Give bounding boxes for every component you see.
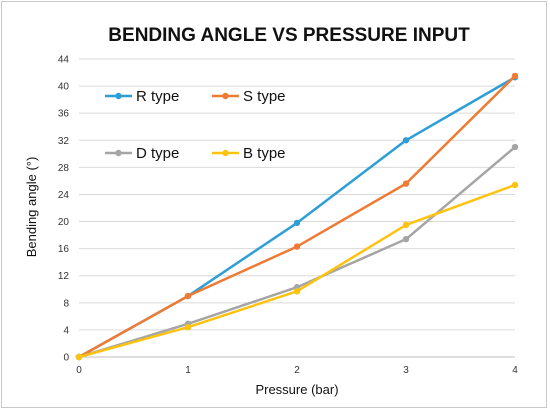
x-axis-label: Pressure (bar) (255, 382, 338, 397)
y-tick-label: 28 (58, 163, 70, 174)
data-point-d-type (402, 235, 410, 243)
x-tick-label: 1 (185, 365, 191, 376)
series-line-b-type (77, 183, 517, 359)
series-line-d-type (77, 145, 517, 359)
legend-marker-r-type (115, 92, 122, 100)
y-tick-labels: 0 4 8 12 16 20 24 28 32 36 40 44 (58, 55, 70, 364)
x-tick-label: 2 (294, 365, 300, 376)
data-point-s-type (293, 243, 301, 250)
y-tick-label: 4 (63, 325, 69, 336)
legend-marker-s-type (222, 92, 229, 100)
legend-label-b-type: B type (243, 145, 286, 162)
data-point-b-type (293, 288, 301, 295)
data-point-b-type (184, 324, 192, 331)
legend-label-r-type: R type (136, 88, 179, 105)
data-point-r-type (402, 137, 410, 144)
y-tick-label: 24 (58, 190, 70, 201)
chart-title: BENDING ANGLE VS PRESSURE INPUT (108, 25, 470, 46)
y-tick-label: 8 (63, 298, 69, 309)
y-tick-label: 0 (63, 353, 69, 364)
y-tick-label: 16 (58, 244, 70, 255)
y-tick-label: 12 (58, 271, 70, 282)
x-tick-label: 3 (403, 365, 409, 376)
data-point-d-type (511, 143, 519, 151)
series-group (75, 72, 519, 361)
data-point-b-type (402, 221, 410, 229)
x-tick-label: 4 (512, 365, 518, 376)
data-point-s-type (184, 292, 192, 300)
data-point-r-type (293, 219, 301, 227)
series-line-s-type (77, 74, 517, 359)
legend-label-s-type: S type (243, 88, 286, 105)
x-tick-label: 0 (76, 365, 82, 376)
series-line-r-type (77, 76, 517, 359)
y-tick-label: 20 (58, 217, 70, 228)
y-tick-label: 32 (58, 136, 70, 147)
data-point-b-type (511, 181, 519, 189)
y-axis-label: Bending angle (°) (24, 157, 39, 258)
data-point-s-type (402, 180, 410, 187)
y-tick-label: 40 (58, 82, 70, 93)
y-tick-label: 36 (58, 109, 70, 120)
legend-marker-d-type (115, 149, 122, 157)
data-point-b-type (75, 353, 83, 361)
y-tick-label: 44 (58, 55, 70, 66)
x-tick-labels: 0 1 2 3 4 (76, 365, 518, 376)
data-point-s-type (511, 72, 519, 80)
legend: R type S type D type B type (105, 88, 286, 162)
gridlines (79, 58, 515, 358)
legend-marker-b-type (222, 149, 229, 157)
legend-label-d-type: D type (136, 145, 179, 162)
